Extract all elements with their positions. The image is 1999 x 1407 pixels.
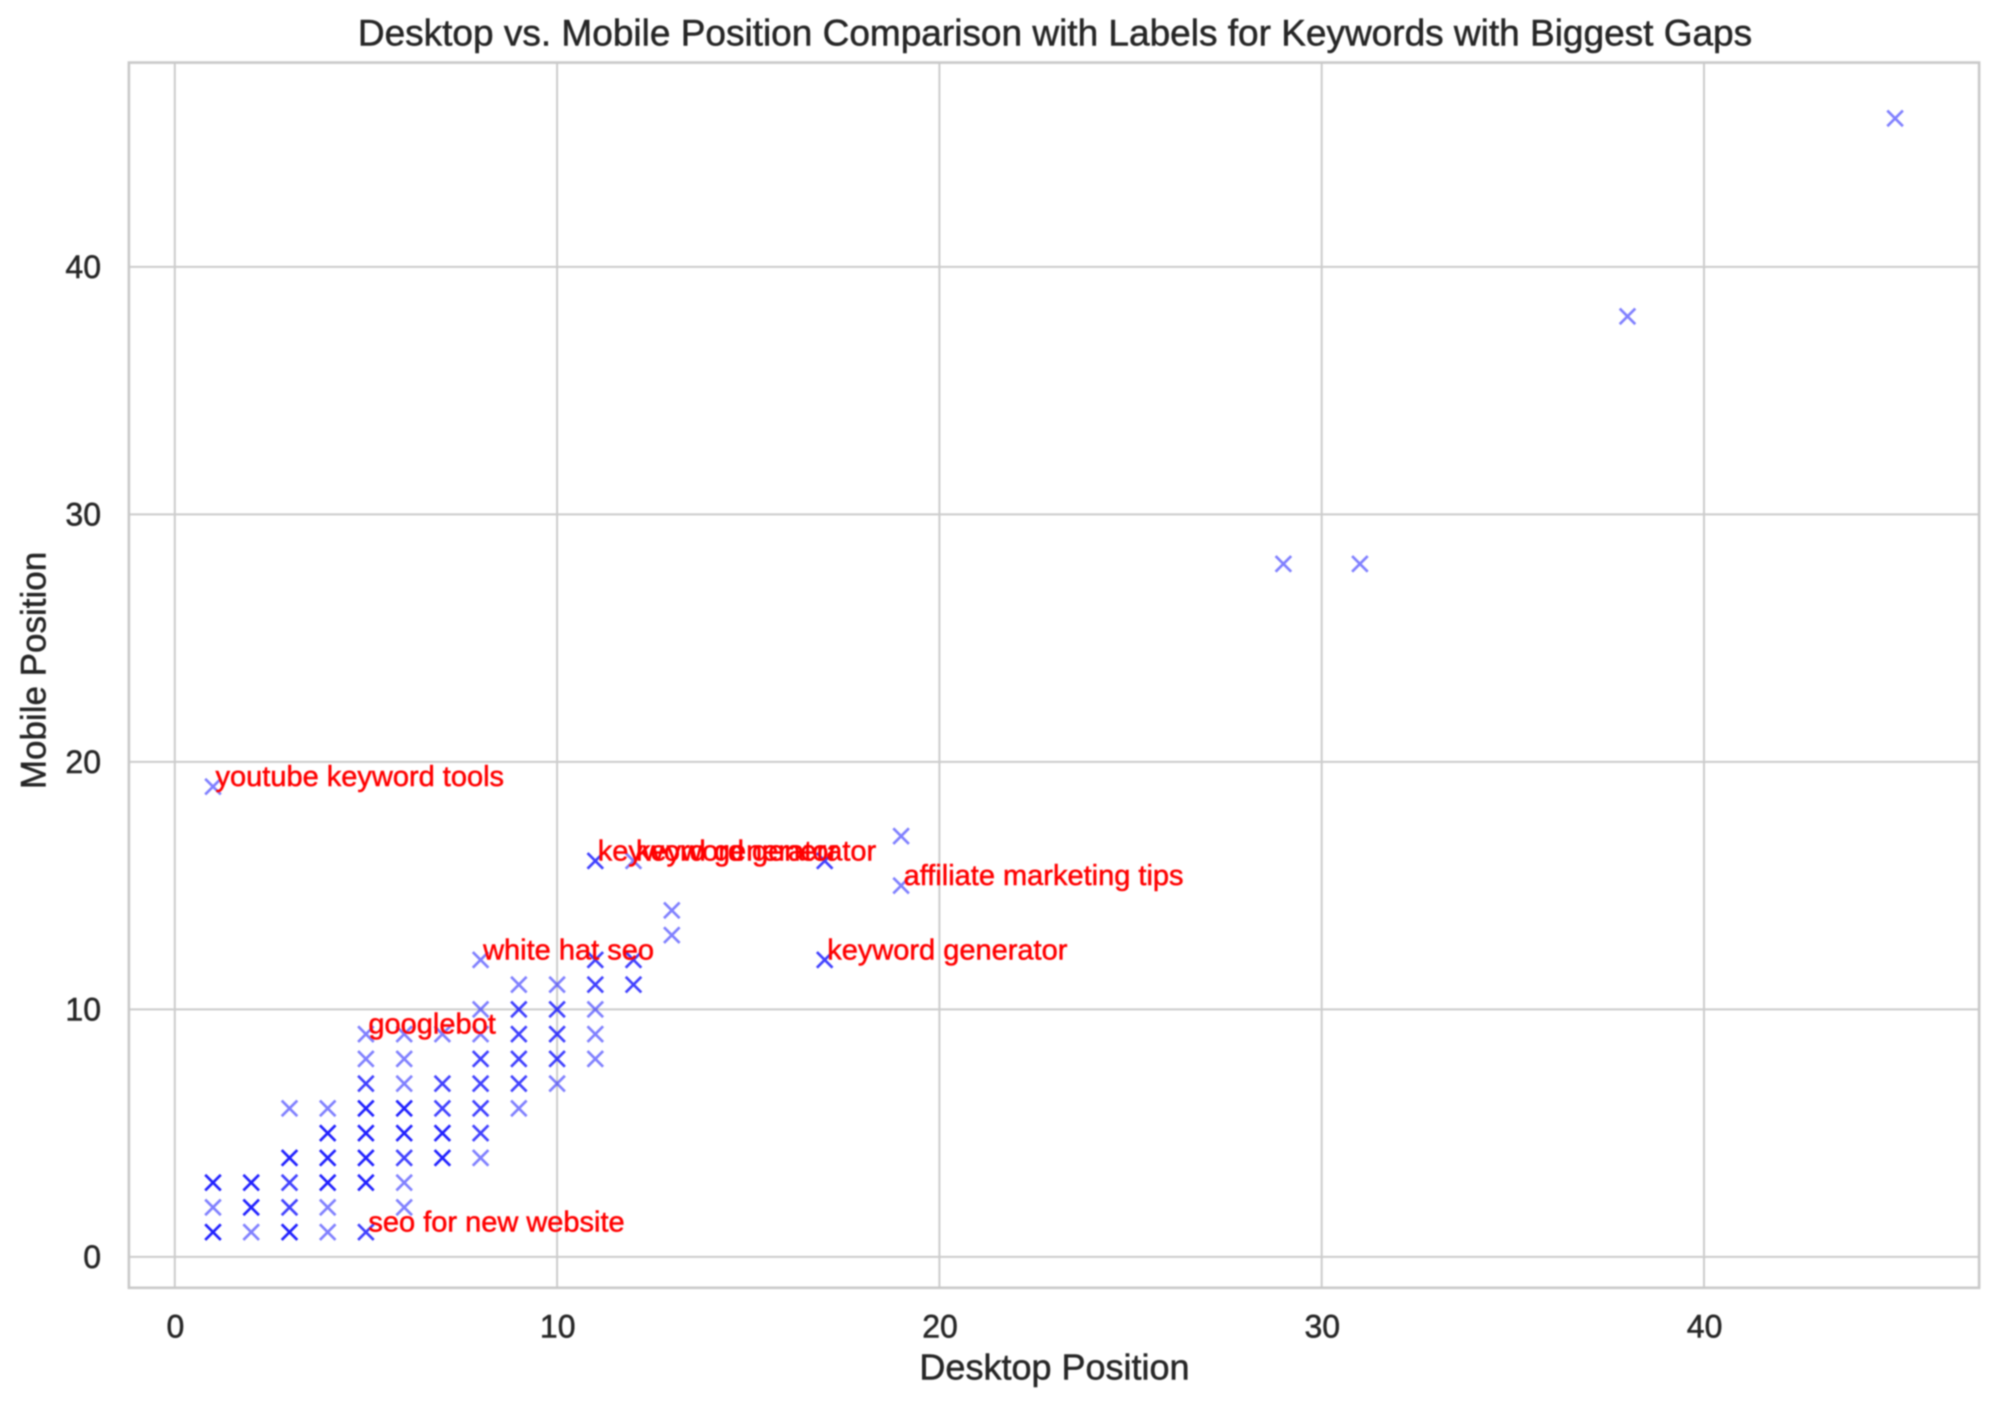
svg-text:affiliate marketing tips: affiliate marketing tips bbox=[904, 860, 1184, 892]
svg-text:keyword generator: keyword generator bbox=[827, 934, 1068, 966]
svg-text:40: 40 bbox=[65, 249, 101, 285]
svg-text:seo for new website: seo for new website bbox=[368, 1207, 624, 1239]
svg-text:30: 30 bbox=[65, 496, 101, 532]
svg-text:Desktop Position: Desktop Position bbox=[919, 1346, 1189, 1387]
svg-text:30: 30 bbox=[1305, 1309, 1341, 1345]
svg-text:white hat seo: white hat seo bbox=[482, 934, 654, 966]
svg-text:Mobile Position: Mobile Position bbox=[15, 552, 54, 789]
svg-text:10: 10 bbox=[65, 991, 101, 1027]
svg-text:googlebot: googlebot bbox=[368, 1009, 495, 1041]
svg-text:20: 20 bbox=[922, 1309, 958, 1345]
svg-text:keyword generator: keyword generator bbox=[598, 835, 839, 867]
svg-text:youtube keyword tools: youtube keyword tools bbox=[216, 761, 505, 793]
svg-text:10: 10 bbox=[540, 1309, 576, 1345]
svg-text:0: 0 bbox=[167, 1309, 185, 1345]
svg-text:40: 40 bbox=[1687, 1309, 1723, 1345]
svg-text:0: 0 bbox=[83, 1239, 101, 1275]
svg-text:20: 20 bbox=[65, 744, 101, 780]
svg-text:keyword generator: keyword generator bbox=[636, 835, 877, 867]
svg-text:Desktop vs. Mobile Position Co: Desktop vs. Mobile Position Comparison w… bbox=[358, 13, 1752, 54]
